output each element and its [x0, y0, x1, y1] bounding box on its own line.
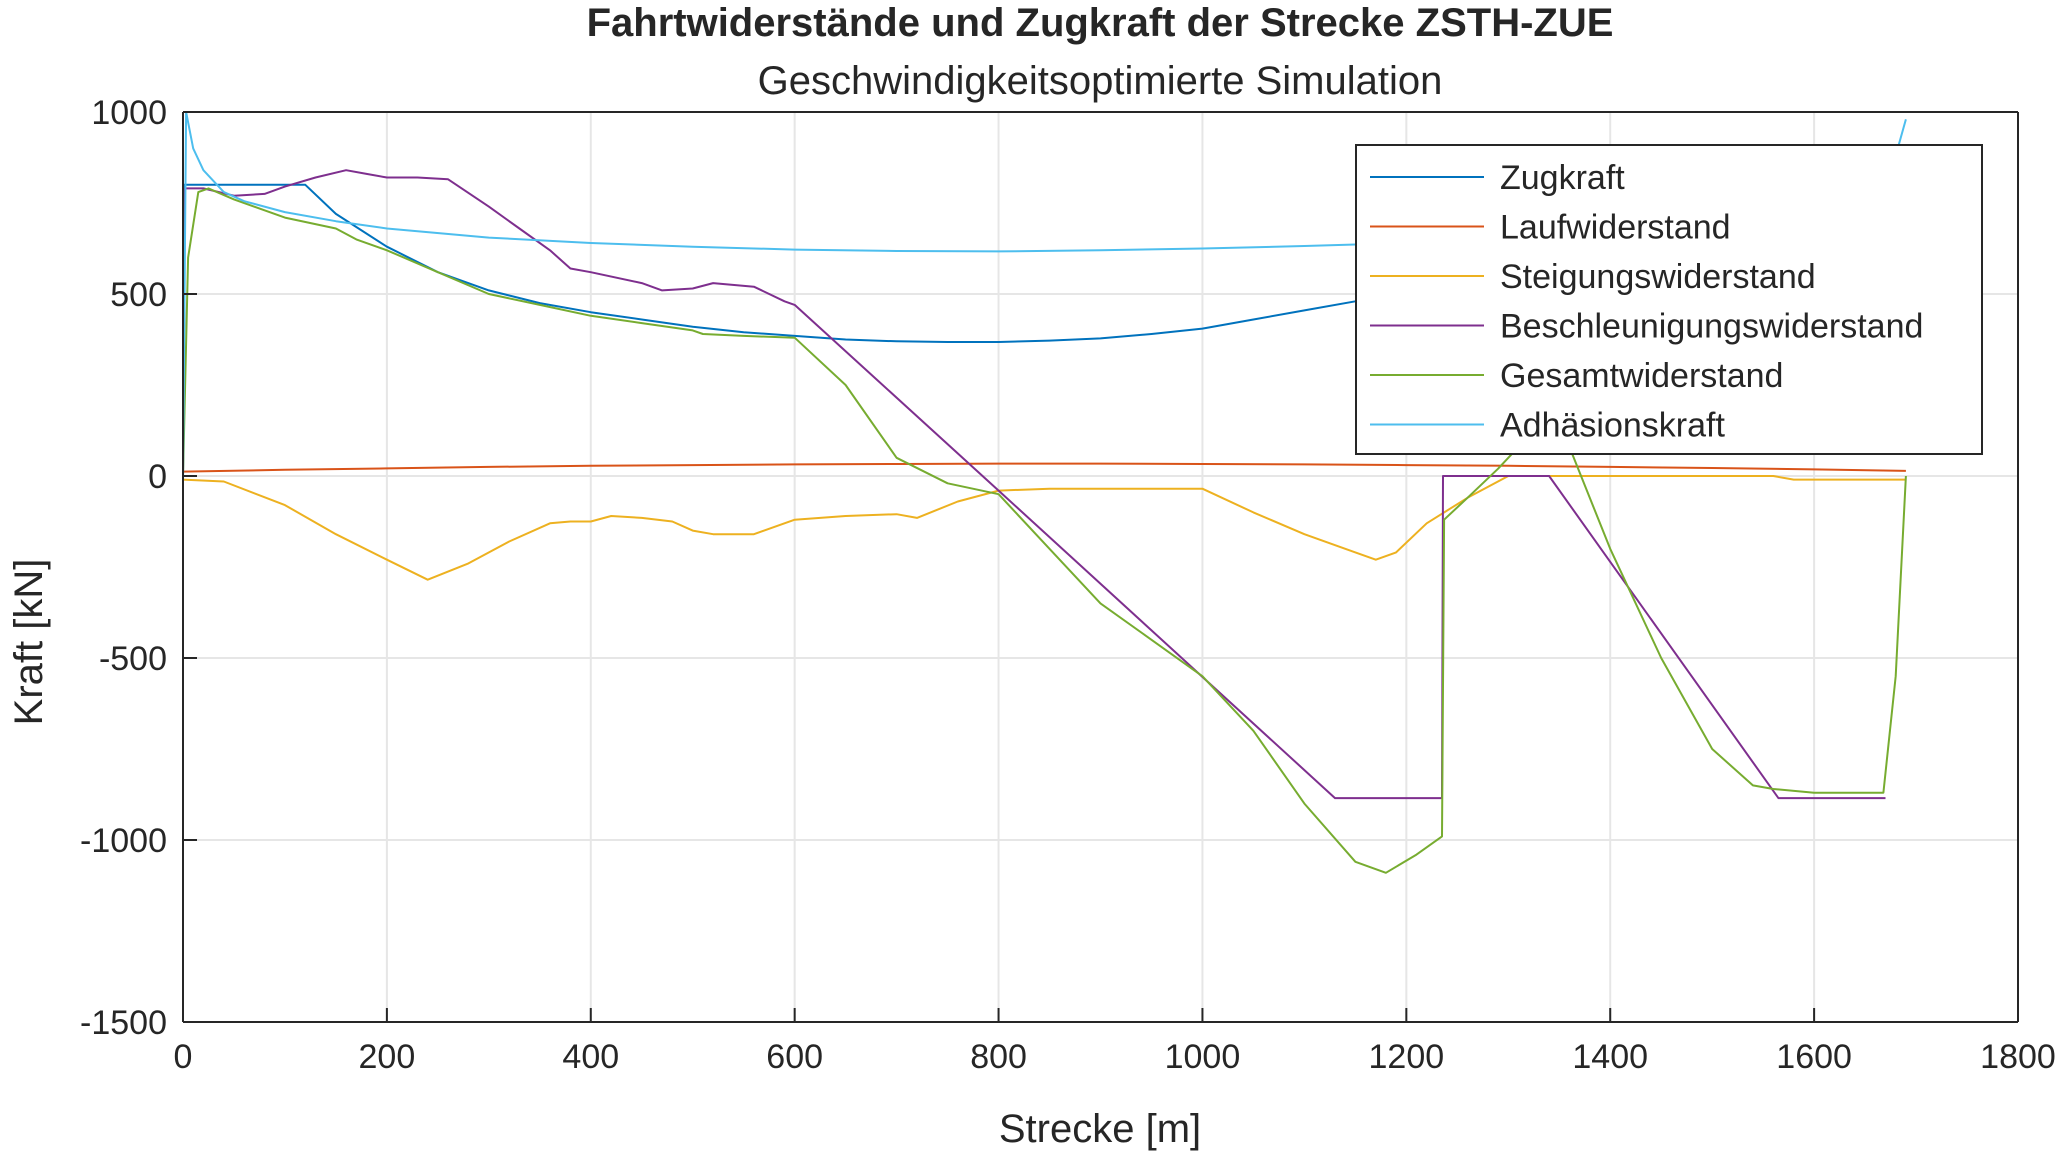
series-lines [182, 111, 1907, 874]
series-line-beschleunigungswiderstand [182, 169, 1886, 800]
x-tick-label: 400 [562, 1038, 619, 1076]
y-tick-label: -500 [99, 640, 167, 678]
legend-label: Gesamtwiderstand [1500, 357, 1783, 395]
series-line-gesamtwiderstand [182, 187, 1907, 874]
legend-label: Beschleunigungswiderstand [1500, 308, 1923, 346]
y-tick-label: 500 [110, 276, 167, 314]
chart-subtitle: Geschwindigkeitsoptimierte Simulation [758, 59, 1443, 103]
x-tick-label: 1000 [1165, 1038, 1241, 1076]
y-axis-label: Kraft [kN] [7, 559, 51, 726]
legend: Zugkraft Laufwiderstand Steigungswiderstan… [1355, 144, 1983, 455]
series-line-zugkraft [182, 183, 1387, 477]
y-tick-label: 1000 [91, 94, 167, 132]
x-tick-label: 600 [766, 1038, 823, 1076]
y-tick-label: 0 [148, 458, 167, 496]
chart-title: Fahrtwiderstände und Zugkraft der Streck… [587, 1, 1614, 45]
legend-label: Adhäsionskraft [1500, 407, 1725, 445]
x-axis-label: Strecke [m] [999, 1107, 1201, 1151]
tick-labels: 0 200 400 600 800 1000 1200 1400 1600 1800 -1500 -1… [80, 94, 2056, 1076]
x-tick-label: 1200 [1369, 1038, 1445, 1076]
x-tick-label: 0 [174, 1038, 193, 1076]
series-line-laufwiderstand [182, 462, 1906, 473]
x-tick-label: 1400 [1572, 1038, 1648, 1076]
legend-label: Laufwiderstand [1500, 209, 1731, 247]
legend-box [1355, 144, 1983, 455]
axes [182, 111, 2019, 1023]
x-tick-label: 1600 [1776, 1038, 1852, 1076]
y-tick-label: -1000 [80, 822, 167, 860]
x-tick-label: 800 [970, 1038, 1027, 1076]
y-tick-label: -1500 [80, 1004, 167, 1042]
legend-label: Zugkraft [1500, 159, 1625, 197]
series-line-steigungswiderstand [182, 475, 1906, 581]
x-tick-label: 200 [359, 1038, 416, 1076]
legend-label: Steigungswiderstand [1500, 258, 1816, 296]
x-tick-label: 1800 [1980, 1038, 2056, 1076]
